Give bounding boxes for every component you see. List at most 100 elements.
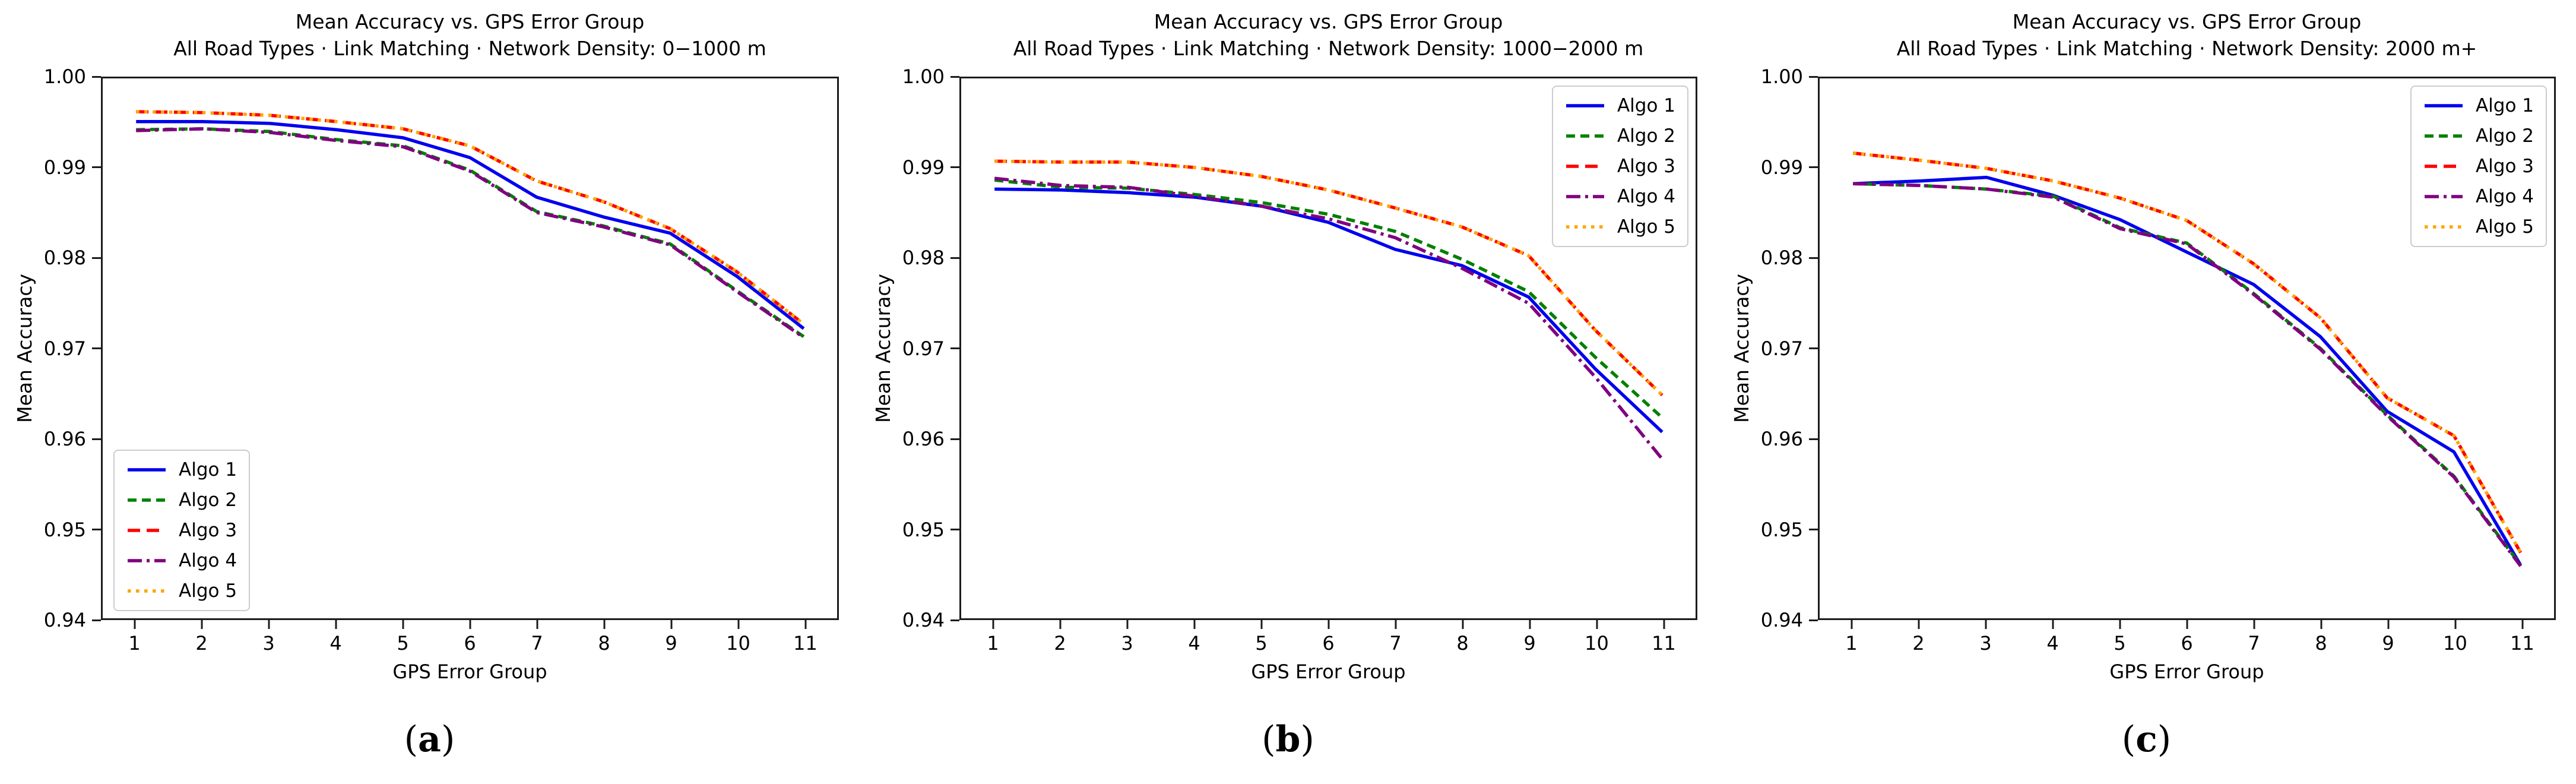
y-tick-label: 0.95 (43, 518, 86, 541)
series-line-algo-2 (994, 178, 1664, 419)
x-tick-label: 5 (1255, 632, 1268, 655)
y-tick-label: 0.97 (902, 337, 945, 360)
x-tick-label: 9 (2382, 632, 2394, 655)
y-tick-mark (950, 257, 959, 259)
legend-line-sample (1566, 225, 1604, 229)
x-tick-label: 1 (1845, 632, 1858, 655)
y-tick-mark (92, 75, 101, 78)
x-tick-label: 5 (2114, 632, 2126, 655)
y-tick-mark (1809, 347, 1818, 349)
x-tick-label: 7 (1389, 632, 1402, 655)
chart-title-block: Mean Accuracy vs. GPS Error Group All Ro… (101, 8, 839, 62)
x-tick-label: 2 (1054, 632, 1066, 655)
legend-line-sample (1566, 165, 1604, 168)
x-tick-mark (1126, 620, 1128, 629)
caption-letter: c (2135, 719, 2157, 760)
x-tick-mark (804, 620, 806, 629)
x-tick-label: 6 (1322, 632, 1335, 655)
x-tick-label: 10 (1585, 632, 1609, 655)
x-tick-mark (1395, 620, 1396, 629)
x-tick-label: 8 (2315, 632, 2327, 655)
y-tick-label: 1.00 (902, 65, 945, 88)
x-tick-mark (2186, 620, 2188, 629)
caption-paren-close: ) (2157, 719, 2172, 760)
x-tick-mark (2521, 620, 2523, 629)
series-line-algo-1 (136, 119, 805, 330)
legend-item-algo-1: Algo 1 (126, 458, 237, 482)
legend-item-algo-5: Algo 5 (2423, 215, 2534, 239)
legend-item-algo-3: Algo 3 (1565, 154, 1675, 178)
x-tick-mark (335, 620, 337, 629)
series-line-algo-2 (1853, 182, 2522, 567)
legend-item-algo-5: Algo 5 (1565, 215, 1675, 239)
x-tick-mark (1327, 620, 1329, 629)
x-tick-mark (992, 620, 994, 629)
legend-label: Algo 2 (2475, 125, 2534, 147)
series-line-algo-3 (136, 110, 805, 325)
y-tick-mark (92, 529, 101, 530)
x-tick-mark (268, 620, 270, 629)
y-tick-mark (950, 529, 959, 530)
x-tick-mark (134, 620, 135, 629)
legend-label: Algo 4 (179, 550, 237, 571)
x-tick-mark (1529, 620, 1531, 629)
series-line-algo-1 (1853, 175, 2523, 566)
caption-paren-close: ) (1300, 719, 1314, 760)
y-axis-ticks: 1.00 0.99 0.98 0.97 0.96 0.95 0.94 (1717, 65, 1818, 631)
x-tick-mark (1918, 620, 1919, 629)
x-axis-label: GPS Error Group (1251, 660, 1406, 683)
x-tick-label: 2 (195, 632, 208, 655)
x-tick-mark (1059, 620, 1061, 629)
y-tick-mark (950, 166, 959, 168)
caption-paren-open: ( (2121, 719, 2136, 760)
y-tick-mark (1809, 619, 1818, 621)
y-tick-label: 0.94 (902, 609, 945, 631)
y-tick-mark (1809, 75, 1818, 78)
chart-title: Mean Accuracy vs. GPS Error Group (1154, 10, 1503, 33)
chart-panel-c: Mean Accuracy vs. GPS Error Group All Ro… (1717, 0, 2576, 784)
x-tick-label: 4 (1188, 632, 1200, 655)
line-series-svg (994, 159, 1664, 460)
y-tick-label: 0.94 (43, 609, 86, 631)
legend-label: Algo 5 (2475, 216, 2534, 238)
legend-label: Algo 1 (2475, 95, 2534, 116)
legend-line-sample (2424, 165, 2463, 168)
y-tick-label: 0.97 (1760, 337, 1803, 360)
legend-label: Algo 3 (179, 520, 237, 541)
x-tick-mark (737, 620, 739, 629)
chart-panel-b: Mean Accuracy vs. GPS Error Group All Ro… (858, 0, 1718, 784)
legend-line-sample (1566, 134, 1604, 138)
y-tick-label: 0.96 (1760, 428, 1803, 450)
legend-item-algo-2: Algo 2 (126, 488, 237, 512)
chart-panel-a: Mean Accuracy vs. GPS Error Group All Ro… (0, 0, 859, 784)
x-tick-mark (536, 620, 538, 629)
legend-item-algo-2: Algo 2 (1565, 124, 1675, 148)
y-tick-label: 1.00 (43, 65, 86, 88)
x-tick-mark (2119, 620, 2121, 629)
legend-item-algo-2: Algo 2 (2423, 124, 2534, 148)
legend-item-algo-5: Algo 5 (126, 579, 237, 603)
y-tick-mark (92, 166, 101, 168)
chart-title-block: Mean Accuracy vs. GPS Error Group All Ro… (1818, 8, 2556, 62)
x-tick-label: 4 (2046, 632, 2059, 655)
series-line-algo-5 (136, 110, 805, 325)
plot-area: Algo 1 Algo 2 Algo 3 Algo 4 Algo 5 (1818, 77, 2556, 620)
legend-item-algo-3: Algo 3 (126, 519, 237, 542)
legend-item-algo-3: Algo 3 (2423, 154, 2534, 178)
legend-item-algo-4: Algo 4 (126, 549, 237, 573)
y-tick-mark (92, 619, 101, 621)
chart-title: Mean Accuracy vs. GPS Error Group (2012, 10, 2362, 33)
line-series-svg (136, 110, 805, 339)
legend-line-sample (2424, 195, 2463, 198)
y-tick-mark (1809, 166, 1818, 168)
x-tick-mark (670, 620, 672, 629)
x-axis-ticks: 1 2 3 4 5 6 7 8 9 10 11 (959, 620, 1697, 658)
legend-line-sample (1566, 195, 1604, 198)
legend-label: Algo 5 (1617, 216, 1675, 238)
y-tick-mark (950, 75, 959, 78)
legend-item-algo-4: Algo 4 (1565, 185, 1675, 208)
x-tick-label: 3 (1979, 632, 1992, 655)
x-tick-mark (201, 620, 202, 629)
legend-label: Algo 1 (179, 459, 237, 480)
